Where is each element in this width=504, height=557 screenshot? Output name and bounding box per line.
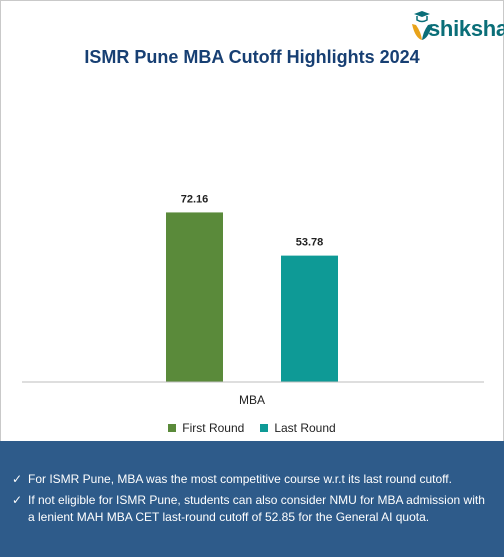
chart-title: ISMR Pune MBA Cutoff Highlights 2024 — [84, 47, 420, 67]
legend-item-last-round: Last Round — [260, 421, 336, 435]
legend: First Round Last Round — [0, 421, 504, 435]
insights-footer: ✓ For ISMR Pune, MBA was the most compet… — [0, 441, 504, 557]
bar-last-round — [281, 255, 338, 382]
check-icon: ✓ — [12, 493, 23, 507]
legend-swatch-last — [260, 424, 269, 432]
bars-group: 72.16 53.78 — [166, 193, 338, 382]
insight-item: ✓ For ISMR Pune, MBA was the most compet… — [12, 471, 486, 488]
insight-text: For ISMR Pune, MBA was the most competit… — [28, 472, 452, 486]
shiksha-logo-icon — [412, 11, 432, 40]
insights-list: ✓ For ISMR Pune, MBA was the most compet… — [0, 441, 504, 526]
bar-chart: 72.16 53.78 MBA — [22, 193, 484, 407]
data-label-first-round: 72.16 — [181, 193, 209, 205]
insight-item: ✓ If not eligible for ISMR Pune, student… — [12, 492, 486, 526]
x-tick-label: MBA — [239, 393, 265, 407]
insight-text: If not eligible for ISMR Pune, students … — [28, 493, 485, 524]
bar-first-round — [166, 212, 223, 382]
legend-swatch-first — [168, 424, 177, 432]
legend-label-last: Last Round — [274, 421, 336, 435]
check-icon: ✓ — [12, 472, 23, 486]
legend-item-first-round: First Round — [168, 421, 244, 435]
data-label-last-round: 53.78 — [296, 237, 324, 249]
logo-text: shiksha — [428, 16, 504, 41]
legend-label-first: First Round — [182, 421, 245, 435]
